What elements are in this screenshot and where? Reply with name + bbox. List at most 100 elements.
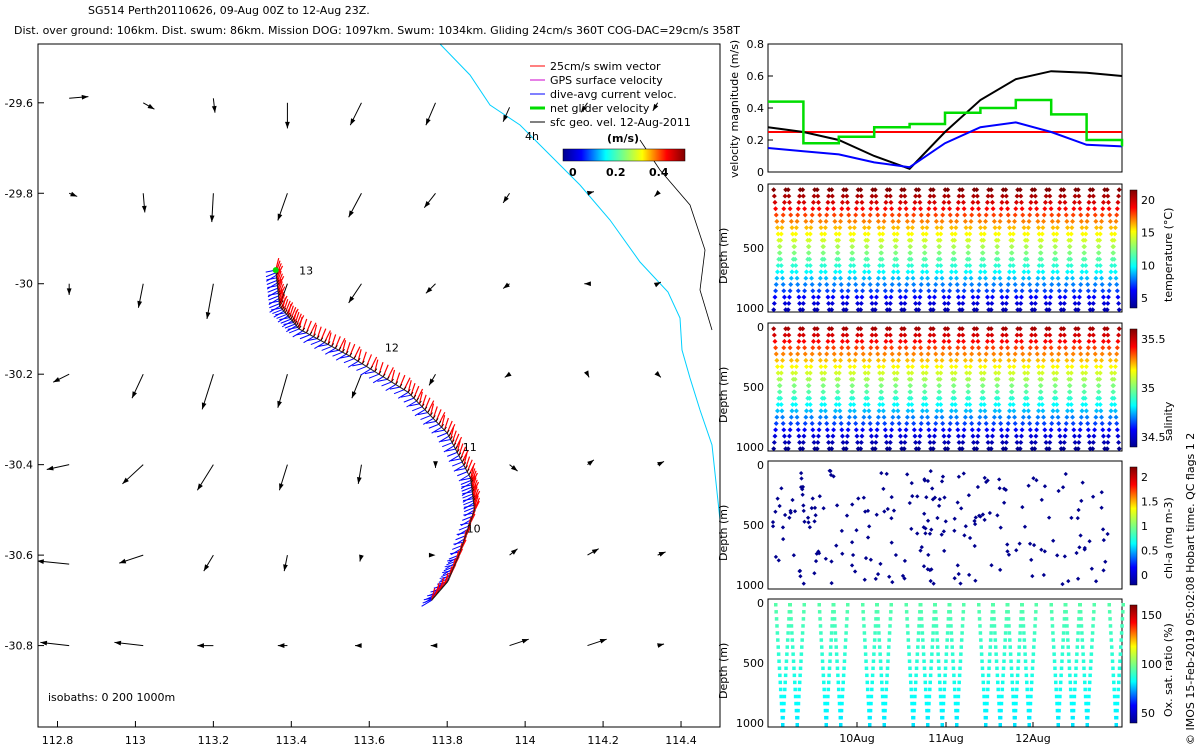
profile-point: [875, 275, 881, 281]
profile-point: [974, 187, 980, 193]
profile-point: [817, 212, 823, 218]
profile-point: [952, 231, 958, 237]
profile-point: [860, 282, 866, 287]
profile-point: [984, 199, 990, 205]
oxsat-point: [1022, 638, 1027, 642]
swim-vector: [441, 415, 446, 428]
oxsat-point: [1023, 652, 1027, 656]
oxsat-point: [879, 673, 884, 678]
profile-point: [867, 218, 873, 224]
profile-point: [992, 408, 998, 414]
profile-point: [925, 357, 931, 363]
profile-point: [932, 288, 938, 294]
profile-point: [1104, 326, 1110, 332]
dac-vector: [457, 471, 468, 477]
dac-vector: [360, 368, 371, 376]
profile-point: [1090, 193, 1096, 199]
profile-point: [1004, 294, 1010, 300]
profile-point: [1094, 364, 1099, 370]
oxsat-point: [1051, 631, 1055, 635]
profile-point: [888, 433, 894, 439]
profile-point: [807, 231, 813, 237]
profile-point: [870, 187, 876, 193]
chla-point: [1079, 498, 1084, 503]
profile-point: [959, 307, 965, 313]
profile-point: [953, 269, 959, 275]
dac-vector: [442, 442, 453, 448]
sfc-vector: [306, 329, 309, 334]
oxsat-point: [1076, 624, 1081, 628]
y-tick-label: -30.4: [5, 459, 33, 472]
oxsat-point: [1062, 617, 1067, 621]
chla-point: [995, 513, 1000, 518]
vel-y-tick-label: 0.4: [747, 102, 765, 115]
profile-point: [838, 218, 844, 224]
profile-point: [1057, 433, 1063, 439]
profile-point: [1065, 269, 1070, 275]
oxsat-point: [958, 666, 962, 671]
colorbar-tick-1: 0.2: [606, 166, 626, 179]
profile-point: [839, 433, 845, 439]
profile-point: [1092, 206, 1098, 212]
oxsat-point: [997, 701, 1001, 706]
profile-point: [1076, 433, 1082, 439]
chla-point: [874, 512, 879, 517]
profile-point: [796, 199, 802, 205]
dac-vector: [268, 298, 280, 306]
swim-vector: [421, 394, 427, 408]
colorbar-tick-label: 20: [1141, 194, 1155, 207]
profile-point: [846, 351, 852, 357]
profile-point: [869, 439, 875, 445]
sfc-vector: [331, 343, 335, 347]
chla-point: [905, 472, 910, 477]
profile-point: [940, 351, 946, 357]
profile-point: [1024, 244, 1029, 250]
oxsat-point: [1071, 708, 1076, 713]
sfc-vector: [424, 406, 428, 410]
sfc-vector: [290, 316, 294, 320]
profile-point: [860, 206, 866, 212]
swim-vector: [345, 341, 351, 355]
profile-point: [1082, 244, 1087, 250]
colorbar-tick-label: 35: [1141, 382, 1155, 395]
profile-point: [882, 282, 888, 287]
dac-vector: [325, 347, 336, 355]
profile-point: [807, 376, 813, 382]
profile-point: [1006, 275, 1012, 281]
profile-point: [1105, 433, 1111, 439]
sfc-vector: [387, 376, 390, 380]
profile-point: [902, 439, 908, 445]
profile-point: [945, 300, 951, 306]
profile-point: [956, 439, 962, 445]
profile-point: [1097, 402, 1103, 408]
profile-point: [777, 389, 783, 395]
oxsat-point: [1090, 645, 1094, 649]
profile-point: [888, 338, 894, 344]
profile-point: [996, 269, 1002, 275]
profile-point: [1094, 225, 1099, 231]
profile-point: [771, 332, 777, 338]
chla-point: [812, 519, 817, 524]
swim-vector: [302, 318, 308, 332]
sfc-vector: [334, 345, 338, 349]
profile-point: [978, 263, 984, 269]
oxsat-point: [870, 687, 874, 692]
profile-point: [996, 370, 1002, 376]
profile-point: [872, 307, 878, 313]
profile-point: [841, 307, 847, 313]
profile-point: [916, 332, 922, 338]
profile-point: [873, 338, 879, 344]
profile-point: [1042, 345, 1048, 351]
current-vector-head: [277, 643, 285, 648]
profile-point: [858, 446, 864, 452]
oxsat-point: [1059, 666, 1064, 671]
profile-point: [1020, 218, 1026, 224]
legend-swim: 25cm/s swim vector: [550, 60, 661, 73]
profile-point: [873, 294, 879, 300]
chla-point: [930, 497, 936, 502]
oxsat-point: [1017, 652, 1021, 656]
profile-point: [1091, 294, 1097, 300]
profile-point: [1022, 263, 1028, 269]
profile-point: [1099, 218, 1105, 224]
profile-point: [904, 421, 910, 426]
